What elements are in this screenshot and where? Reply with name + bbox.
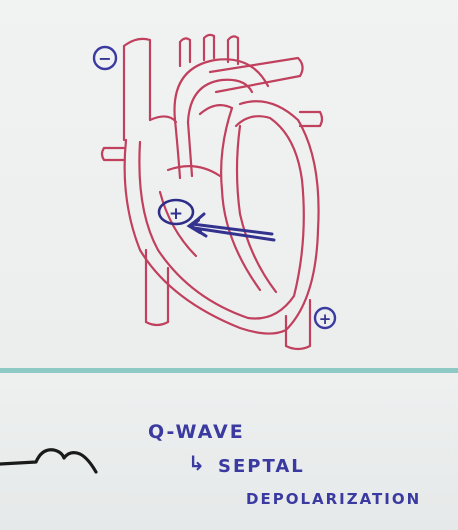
septal-depolarization-arrow	[186, 212, 276, 242]
positive-electrode-sign: +	[319, 310, 332, 328]
negative-electrode-marker: −	[92, 45, 118, 71]
positive-electrode-marker: +	[313, 306, 337, 330]
notes-block: Q-WAVE ↳ SEPTAL DEPOLARIZATION	[148, 421, 421, 508]
septum-positive-charge-marker: +	[157, 198, 195, 226]
note-line-septal: SEPTAL	[218, 456, 305, 477]
negative-electrode-sign: −	[98, 49, 111, 68]
note-line-depolarization: DEPOLARIZATION	[246, 490, 421, 508]
panel-divider	[0, 368, 458, 373]
septum-charge-sign: +	[169, 204, 183, 224]
note-arrow-glyph: ↳	[188, 451, 207, 475]
ecg-q-wave-trace	[0, 448, 98, 474]
note-line-q-wave: Q-WAVE	[148, 421, 245, 443]
heart-outline	[100, 33, 324, 351]
